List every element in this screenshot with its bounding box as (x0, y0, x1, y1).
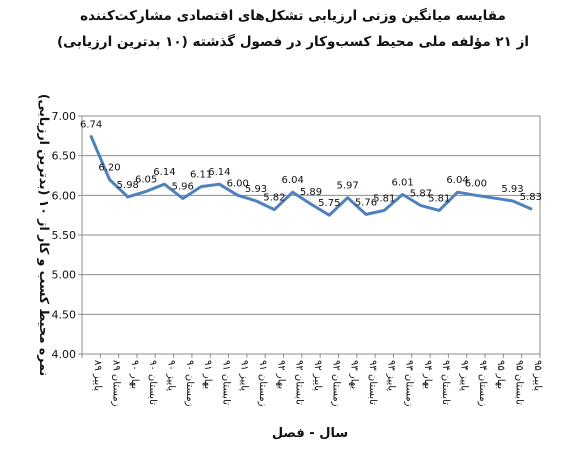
data-label: 6.20 (98, 162, 120, 173)
x-tick-label: زمستان ۹۱ (257, 360, 268, 407)
data-label: 5.81 (373, 193, 395, 204)
x-tick-label: بهار ۹۱ (202, 360, 213, 389)
data-label: 6.14 (208, 167, 230, 178)
x-tick-label: بهار ۹۵ (495, 360, 506, 389)
data-label: 5.96 (172, 182, 194, 193)
x-tick-label: بهار ۹۴ (422, 360, 433, 389)
y-tick-label: 5.50 (52, 229, 77, 242)
y-tick-label: 4.00 (52, 348, 77, 361)
data-label: 5.93 (245, 184, 267, 195)
x-tick-label: بهار ۹۰ (129, 360, 140, 389)
data-label: 5.82 (263, 193, 285, 204)
data-label: 5.97 (337, 181, 359, 192)
chart-subtitle: از ۲۱ مؤلفه ملی محیط کسب‌وکار در فصول گذ… (57, 34, 529, 50)
x-tick-label: زمستان ۹۳ (404, 360, 415, 407)
series-line (89, 135, 533, 217)
x-tick-label: تابستان ۹۲ (294, 360, 305, 405)
data-label: 5.81 (428, 193, 450, 204)
data-label: 6.14 (153, 167, 175, 178)
y-tick-label: 6.50 (52, 150, 77, 163)
x-tick-label: پاییز ۹۴ (459, 360, 470, 391)
data-label: 5.98 (117, 180, 139, 191)
y-tick-label: 6.00 (52, 189, 77, 202)
x-tick-label: زمستان ۹۴ (477, 360, 488, 407)
data-label: 5.93 (501, 184, 523, 195)
x-tick-label: تابستان ۹۳ (367, 360, 378, 405)
y-tick-label: 4.50 (52, 308, 77, 321)
data-label: 5.87 (410, 189, 432, 200)
y-tick-label: 7.00 (52, 110, 77, 123)
x-tick-label: زمستان ۸۹ (110, 360, 121, 407)
x-tick-label: تابستان ۹۴ (440, 360, 451, 405)
x-tick-label: پاییز ۹۰ (165, 360, 176, 391)
x-tick-label: پاییز ۹۳ (385, 360, 396, 391)
data-label: 6.00 (227, 178, 249, 189)
x-axis-label: سال - فصل (272, 426, 348, 441)
x-tick-label: پاییز ۹۲ (312, 360, 323, 391)
x-tick-label: پاییز ۹۵ (532, 360, 543, 391)
x-tick-label: تابستان ۹۱ (220, 360, 231, 405)
x-tick-label: پاییز ۹۱ (239, 360, 250, 391)
y-axis-label: نمره محیط کسب و کار از ۱۰ (بدترین ارزیاب… (37, 94, 52, 376)
data-label: 6.74 (80, 120, 102, 131)
data-label: 5.76 (355, 197, 377, 208)
data-label: 6.04 (282, 175, 304, 186)
x-tick-label: زمستان ۹۲ (330, 360, 341, 407)
data-label: 6.01 (391, 178, 413, 189)
data-label: 5.75 (318, 198, 340, 209)
data-label: 6.05 (135, 174, 157, 185)
data-label: 6.04 (446, 175, 468, 186)
x-tick-label: بهار ۹۲ (275, 360, 286, 389)
data-label: 6.00 (465, 178, 487, 189)
chart-title: مقایسه میانگین وزنی ارزیابی تشکل‌های اقت… (80, 8, 506, 24)
y-tick-label: 5.00 (52, 269, 77, 282)
x-tick-label: تابستان ۹۰ (147, 360, 158, 405)
x-tick-label: تابستان ۹۵ (514, 360, 525, 405)
x-tick-label: زمستان ۹۰ (184, 360, 195, 407)
x-tick-label: پاییز ۸۹ (92, 360, 103, 391)
data-label: 5.89 (300, 187, 322, 198)
x-tick-label: بهار ۹۳ (349, 360, 360, 389)
data-label: 6.11 (190, 170, 212, 181)
data-label: 5.83 (520, 192, 542, 203)
